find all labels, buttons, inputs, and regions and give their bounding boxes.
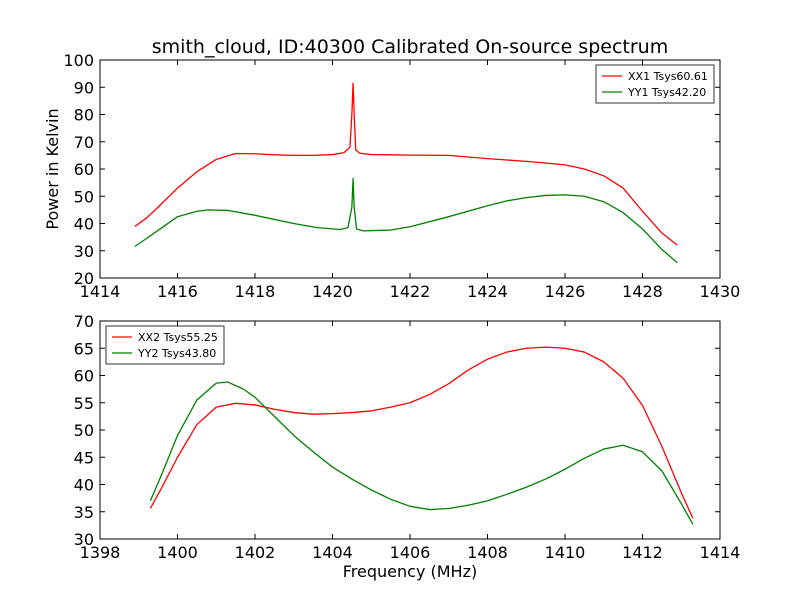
bottom-x-tick-label: 1400 — [157, 543, 198, 562]
top-y-tick-label: 90 — [74, 78, 94, 97]
top-y-tick-label: 50 — [74, 187, 94, 206]
bottom-x-tick-label: 1410 — [545, 543, 586, 562]
bottom-y-tick-label: 60 — [74, 367, 94, 386]
bottom-y-tick-label: 55 — [74, 394, 94, 413]
bottom-panel: 1398 1400 1402 1404 1406 1408 1410 1412 1414 30 35… — [74, 312, 741, 562]
top-series-line-2 — [134, 177, 678, 264]
bottom-legend-label-1: XX2 Tsys55.25 — [138, 331, 218, 344]
top-y-tick-label: 30 — [74, 242, 94, 261]
top-x-tick-label: 1428 — [622, 282, 663, 301]
bottom-x-tick-label: 1402 — [235, 543, 276, 562]
bottom-y-tick-label: 35 — [74, 503, 94, 522]
top-y-axis-label: Power in Kelvin — [43, 108, 62, 229]
top-x-tick-label: 1418 — [235, 282, 276, 301]
top-x-tick-label: 1414 — [80, 282, 121, 301]
top-x-tick-label: 1416 — [157, 282, 198, 301]
top-x-tick-label: 1426 — [545, 282, 586, 301]
bottom-x-tick-label: 1404 — [312, 543, 353, 562]
bottom-x-tick-label: 1412 — [622, 543, 663, 562]
top-y-tick-label: 60 — [74, 160, 94, 179]
bottom-series-line-2 — [149, 381, 694, 525]
bottom-y-tick-label: 40 — [74, 476, 94, 495]
top-y-tick-label: 70 — [74, 133, 94, 152]
bottom-series-line-1 — [149, 346, 694, 519]
top-panel: 1414 1416 1418 1420 1422 1424 1426 1428 1430 20 30… — [63, 51, 740, 301]
bottom-y-tick-label: 45 — [74, 448, 94, 467]
top-legend-label-2: YY1 Tsys42.20 — [627, 86, 706, 99]
top-legend-label-1: XX1 Tsys60.61 — [628, 70, 708, 83]
top-y-tick-label: 20 — [74, 269, 94, 288]
top-x-tick-label: 1422 — [390, 282, 431, 301]
bottom-legend-label-2: YY2 Tsys43.80 — [137, 347, 216, 360]
top-y-tick-label: 80 — [74, 106, 94, 125]
top-y-tick-label: 100 — [63, 51, 94, 70]
top-y-tick-label: 40 — [74, 215, 94, 234]
bottom-x-tick-label: 1414 — [700, 543, 741, 562]
bottom-y-tick-label: 70 — [74, 312, 94, 331]
top-x-tick-label: 1424 — [467, 282, 508, 301]
bottom-x-tick-label: 1408 — [467, 543, 508, 562]
top-series-line-1 — [134, 82, 678, 246]
bottom-legend-box — [105, 325, 225, 365]
chart-title: smith_cloud, ID:40300 Calibrated On-sour… — [152, 36, 668, 58]
bottom-x-tick-label: 1398 — [80, 543, 121, 562]
bottom-x-tick-label: 1406 — [390, 543, 431, 562]
bottom-x-axis-label: Frequency (MHz) — [343, 562, 477, 581]
bottom-y-tick-label: 65 — [74, 339, 94, 358]
top-x-tick-label: 1430 — [700, 282, 741, 301]
bottom-y-tick-label: 30 — [74, 530, 94, 549]
top-legend-box — [595, 64, 715, 104]
top-x-tick-label: 1420 — [312, 282, 353, 301]
bottom-y-tick-label: 50 — [74, 421, 94, 440]
